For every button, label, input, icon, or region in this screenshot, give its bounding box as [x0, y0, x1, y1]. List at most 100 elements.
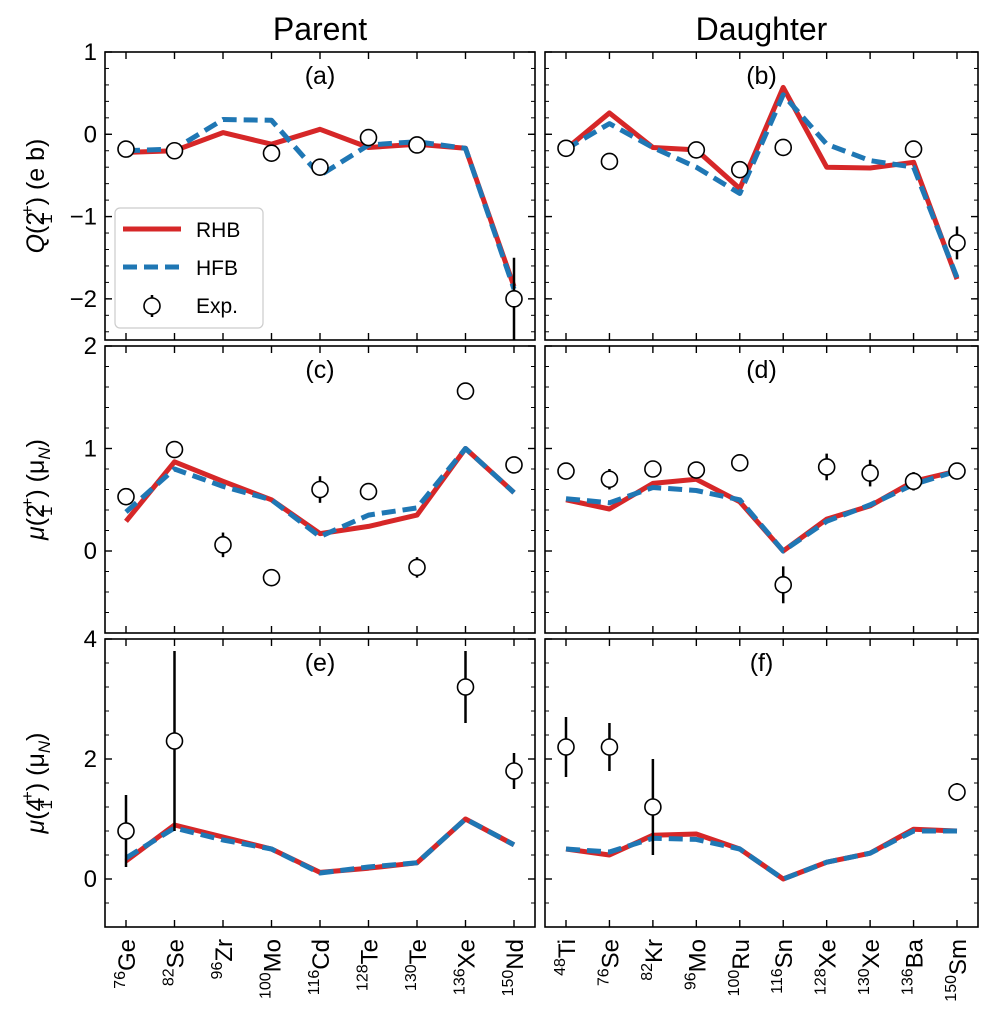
y-axis-label-text-0: Q(21+) (e b): [18, 139, 56, 254]
exp-point: [600, 470, 619, 489]
x-tick-label-text: 82Kr: [639, 939, 668, 981]
x-tick-label: 48Ti: [552, 939, 581, 976]
panel-frame: [544, 638, 979, 928]
exp-point: [904, 140, 923, 158]
legend: RHB HFB Exp.: [114, 207, 264, 329]
exp-point: [730, 454, 749, 472]
x-tick-label: 130Xe: [856, 939, 885, 995]
x-tick-label-text: 48Ti: [552, 939, 581, 976]
x-tick-label-text: 76Se: [595, 939, 624, 986]
y-axis-label-1: μ(21+) (μN): [18, 439, 56, 541]
y-tick-label: −1: [70, 204, 97, 231]
x-tick-label-text: 96Zr: [209, 939, 238, 979]
plot-area: [117, 382, 523, 587]
x-tick-label: 76Ge: [112, 939, 141, 989]
x-tick-label-text: 82Se: [161, 939, 190, 986]
panel-5: (f) 48Ti 76Se 82Kr 96Mo 100Ru 116Sn 128Xe 130Xe 1…: [544, 638, 979, 1002]
exp-point: [359, 482, 378, 501]
series-line-hfb: [124, 446, 516, 540]
x-tick-label-text: 76Ge: [112, 939, 141, 989]
exp-point: [687, 141, 706, 159]
x-tick-label-text: 116Sn: [769, 939, 798, 994]
exp-point: [730, 160, 749, 179]
y-tick-label: 4: [84, 626, 97, 653]
series-line-rhb: [565, 826, 958, 882]
x-tick-label-text: 130Te: [403, 939, 432, 991]
exp-point: [904, 472, 923, 491]
y-tick-label: 0: [84, 121, 97, 148]
exp-point: [262, 144, 281, 163]
x-tick-label-text: 116Cd: [306, 939, 335, 995]
x-tick-label: 128Te: [355, 939, 384, 991]
series-line-hfb: [565, 468, 958, 554]
exp-point: [311, 480, 329, 499]
x-tick-label: 116Cd: [306, 939, 335, 995]
plot-area: [117, 651, 523, 876]
series-line-hfb: [125, 117, 517, 290]
exp-point: [165, 440, 184, 459]
x-tick-label: 136Xe: [452, 939, 481, 995]
x-tick-label: 100Ru: [726, 939, 755, 996]
exp-point: [165, 141, 184, 160]
x-tick-label: 150Nd: [500, 939, 529, 996]
exp-point: [600, 152, 619, 171]
panel-4: 0 2 4 (e) 76Ge 82Se 96Zr 100Mo 116Cd 128Te 130Te 13…: [84, 626, 536, 999]
x-tick-label-text: 128Xe: [813, 939, 842, 995]
panel-label: (a): [305, 62, 336, 90]
x-tick-label-text: 150Nd: [500, 939, 529, 996]
series-line-hfb: [124, 816, 516, 876]
panel-0: −2 −1 0 1 (a): [70, 39, 536, 341]
y-tick-label: 0: [84, 866, 97, 893]
legend-marker: [143, 297, 161, 315]
column-title-1: Daughter: [696, 11, 828, 47]
legend-label: HFB: [196, 257, 238, 280]
exp-point: [557, 139, 575, 158]
exp-point: [774, 138, 793, 157]
y-tick-label: −2: [70, 286, 97, 313]
panel-1: (b): [544, 51, 979, 341]
legend-label: RHB: [196, 219, 240, 242]
exp-point: [948, 462, 966, 480]
x-tick-label: 128Xe: [813, 939, 842, 995]
panel-2: 0 1 2 (c): [84, 333, 536, 634]
legend-box: [114, 207, 264, 329]
exp-point: [456, 678, 475, 696]
panel-label: (f): [750, 649, 774, 677]
x-tick-label: 96Zr: [209, 939, 238, 979]
x-tick-label-text: 128Te: [355, 939, 384, 991]
y-tick-label: 2: [84, 333, 97, 360]
exp-point: [408, 136, 426, 154]
x-tick-label: 136Ba: [900, 938, 929, 995]
exp-point: [165, 732, 184, 750]
exp-point: [600, 738, 619, 756]
exp-point: [262, 568, 281, 587]
exp-point: [117, 822, 135, 840]
exp-point: [505, 290, 523, 308]
exp-point: [359, 128, 378, 147]
y-axis-label-2: μ(41+) (μN): [18, 733, 56, 835]
exp-point: [644, 460, 662, 478]
panel-label: (d): [746, 356, 777, 384]
series-line-rhb: [565, 468, 958, 554]
series-line-rhb: [564, 84, 960, 280]
x-tick-label: 76Se: [595, 939, 624, 986]
exp-point: [861, 464, 879, 482]
x-tick-label: 82Kr: [639, 939, 668, 981]
exp-point: [408, 558, 426, 577]
legend-label: Exp.: [196, 295, 238, 318]
panel-3: (d): [544, 345, 979, 634]
exp-point: [117, 487, 135, 506]
panel-label: (b): [746, 62, 777, 90]
exp-point: [505, 456, 523, 474]
exp-point: [948, 783, 966, 801]
plot-area: [557, 453, 966, 604]
y-tick-label: 1: [84, 436, 97, 463]
exp-point: [817, 458, 836, 476]
exp-point: [687, 461, 706, 479]
plot-area: [557, 717, 966, 882]
exp-point: [774, 576, 793, 594]
y-tick-label: 2: [84, 746, 97, 773]
panel-frame: [544, 51, 979, 341]
exp-point: [505, 762, 523, 780]
panel-label: (c): [305, 356, 334, 384]
